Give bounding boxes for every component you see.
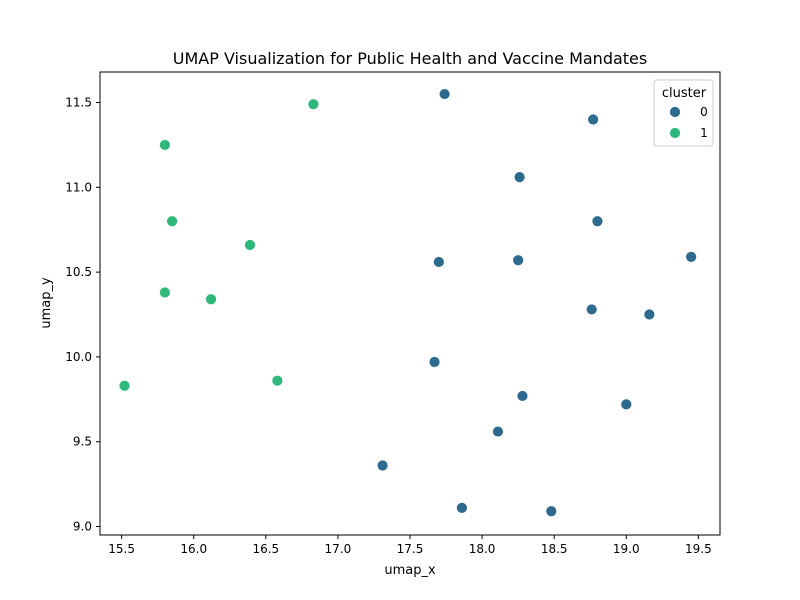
scatter-point-cluster-0 — [585, 303, 598, 316]
x-tick-label: 15.5 — [108, 542, 135, 556]
scatter-point-cluster-0 — [438, 88, 451, 100]
legend-marker-1 — [669, 127, 681, 139]
legend-title: cluster — [662, 86, 707, 101]
y-tick-label: 10.0 — [65, 350, 92, 364]
y-tick-label: 11.5 — [65, 96, 92, 110]
chart-title: UMAP Visualization for Public Health and… — [173, 49, 647, 68]
scatter-point-cluster-1 — [205, 293, 217, 306]
scatter-point-cluster-0 — [620, 398, 633, 411]
scatter-point-cluster-0 — [685, 250, 698, 263]
scatter-point-cluster-0 — [643, 308, 656, 321]
y-tick-label: 9.5 — [73, 435, 92, 449]
scatter-point-cluster-0 — [492, 425, 504, 438]
x-tick-label: 17.0 — [325, 542, 352, 556]
data-points — [118, 88, 698, 518]
x-tick-label: 17.5 — [397, 542, 424, 556]
scatter-point-cluster-1 — [166, 215, 178, 228]
x-axis: 15.5 16.0 16.5 17.0 17.5 18.0 18.5 19.0 19.5 — [108, 535, 712, 556]
scatter-point-cluster-1 — [307, 98, 320, 111]
legend: cluster 0 1 — [653, 79, 714, 147]
scatter-point-cluster-0 — [512, 254, 525, 267]
scatter-point-cluster-0 — [513, 171, 526, 184]
scatter-point-cluster-0 — [456, 501, 468, 514]
scatter-point-cluster-0 — [587, 113, 600, 126]
x-tick-label: 16.0 — [180, 542, 207, 556]
legend-label-0: 0 — [700, 105, 708, 119]
scatter-point-cluster-1 — [244, 239, 256, 251]
scatter-point-cluster-0 — [545, 505, 558, 518]
scatter-point-cluster-0 — [376, 459, 389, 472]
x-tick-label: 19.5 — [685, 542, 712, 556]
scatter-point-cluster-0 — [516, 390, 529, 402]
scatter-point-cluster-1 — [271, 374, 284, 387]
scatter-point-cluster-0 — [432, 256, 445, 268]
legend-box — [653, 79, 714, 147]
scatter-point-cluster-1 — [158, 286, 171, 299]
y-axis-label: umap_y — [39, 277, 54, 329]
legend-label-1: 1 — [700, 126, 708, 140]
scatter-point-cluster-0 — [591, 215, 604, 228]
y-tick-label: 10.5 — [65, 265, 92, 279]
x-tick-label: 18.5 — [541, 542, 568, 556]
x-tick-label: 16.5 — [252, 542, 279, 556]
plot-area — [99, 71, 721, 536]
scatter-point-cluster-1 — [118, 379, 131, 392]
y-tick-label: 11.0 — [65, 180, 92, 194]
y-axis: 9.0 9.5 10.0 10.5 11.0 11.5 — [65, 96, 100, 534]
x-tick-label: 19.0 — [613, 542, 640, 556]
scatter-point-cluster-0 — [428, 356, 441, 368]
x-tick-label: 18.0 — [469, 542, 496, 556]
y-tick-label: 9.0 — [73, 520, 92, 534]
scatter-point-cluster-1 — [158, 139, 171, 151]
x-axis-label: umap_x — [384, 563, 436, 578]
legend-marker-0 — [669, 106, 681, 118]
